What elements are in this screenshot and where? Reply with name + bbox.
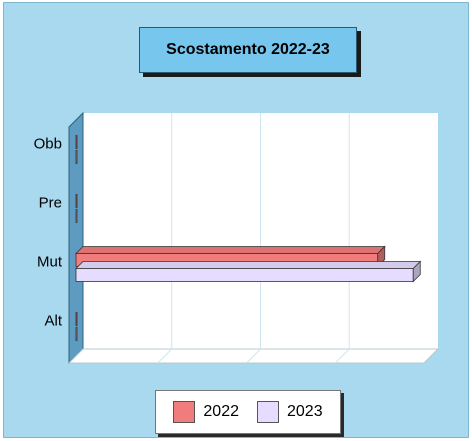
category-label: Pre bbox=[39, 195, 62, 212]
bar-end bbox=[412, 260, 421, 283]
bar bbox=[75, 150, 78, 164]
legend-item-series-1: 2022 bbox=[173, 401, 239, 423]
bar-top bbox=[75, 246, 386, 254]
bar bbox=[75, 327, 78, 341]
grid-line-floor bbox=[246, 348, 261, 364]
category-label: Obb bbox=[34, 136, 62, 153]
bar bbox=[75, 268, 414, 282]
bar bbox=[75, 209, 78, 223]
grid-line-floor bbox=[157, 348, 173, 364]
legend-label-series-1: 2022 bbox=[203, 403, 239, 420]
legend-swatch-series-2 bbox=[257, 401, 279, 423]
bar-top bbox=[75, 261, 422, 269]
bar bbox=[75, 312, 78, 326]
bar bbox=[75, 135, 78, 149]
category-label: Alt bbox=[44, 313, 62, 330]
chart-title: Scostamento 2022-23 bbox=[139, 27, 357, 73]
bar bbox=[75, 194, 78, 208]
legend-swatch-series-1 bbox=[173, 401, 196, 423]
chart-legend: 2022 2023 bbox=[155, 390, 341, 434]
legend-label-series-2: 2023 bbox=[287, 403, 323, 420]
grid-line-floor bbox=[334, 348, 350, 364]
legend-item-series-2: 2023 bbox=[257, 401, 323, 423]
category-label: Mut bbox=[37, 254, 63, 271]
